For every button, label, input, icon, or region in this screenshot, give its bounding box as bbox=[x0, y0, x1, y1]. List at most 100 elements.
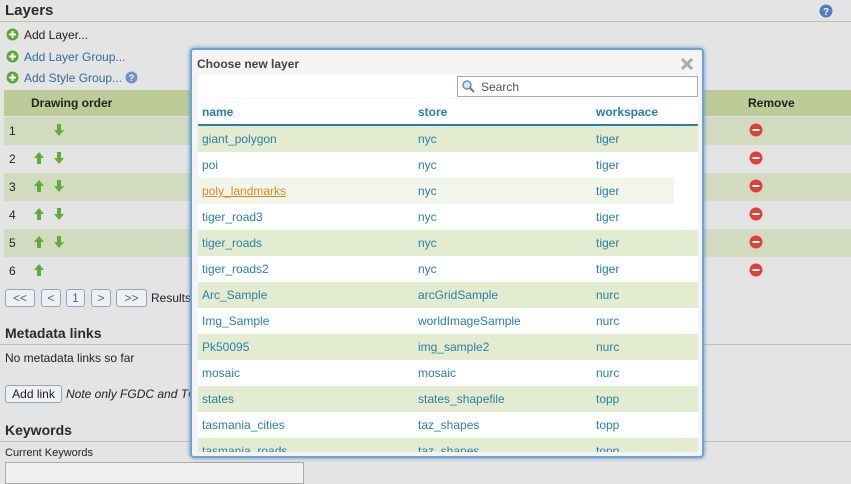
move-up bbox=[33, 179, 45, 196]
dialog-row[interactable]: Pk50095 img_sample2 nurc bbox=[198, 334, 698, 360]
pager-button[interactable]: >> bbox=[116, 289, 147, 307]
action-link[interactable]: Add Layer Group... bbox=[24, 50, 126, 64]
order-number: 3 bbox=[9, 180, 16, 194]
order-number: 2 bbox=[9, 152, 16, 166]
dialog-row[interactable]: poly_landmarks nyc tiger bbox=[198, 178, 698, 204]
rule bbox=[0, 21, 851, 22]
dialog-row[interactable]: states states_shapefile topp bbox=[198, 386, 698, 412]
dialog-cell[interactable]: Arc_Sample bbox=[202, 288, 268, 302]
dialog-cell[interactable]: states bbox=[202, 392, 235, 406]
dialog-cell[interactable]: giant_polygon bbox=[202, 132, 277, 146]
dialog-cell[interactable]: poi bbox=[202, 158, 219, 172]
remove-icon bbox=[749, 151, 763, 168]
action-link[interactable]: Add Layer... bbox=[24, 28, 89, 42]
dialog-row[interactable]: tasmania_roads taz_shapes topp bbox=[198, 438, 698, 452]
pager-button[interactable]: < bbox=[41, 289, 61, 307]
move-down bbox=[53, 207, 65, 224]
svg-text:?: ? bbox=[129, 73, 135, 83]
dialog-cell: topp bbox=[596, 444, 620, 452]
dialog-cell: nyc bbox=[418, 184, 437, 198]
dialog-cell: topp bbox=[596, 392, 620, 406]
results-text: Results bbox=[151, 291, 192, 305]
dialog-cell: nyc bbox=[418, 236, 437, 250]
section-title: Keywords bbox=[5, 422, 72, 438]
dialog-cell: nyc bbox=[418, 210, 437, 224]
dialog-cell: worldImageSample bbox=[418, 314, 521, 328]
dialog-row[interactable]: Img_Sample worldImageSample nurc bbox=[198, 308, 698, 334]
dialog-row[interactable]: tiger_roads nyc tiger bbox=[198, 230, 698, 256]
dialog: Choose new layer Search name store workspa… bbox=[190, 48, 704, 458]
pager-button[interactable]: > bbox=[91, 289, 111, 307]
dialog-cell: nurc bbox=[596, 314, 620, 328]
dialog-cell: taz_shapes bbox=[418, 418, 480, 432]
dialog-cell: nyc bbox=[418, 262, 437, 276]
dialog-cell: tiger bbox=[596, 210, 620, 224]
dialog-row[interactable]: tiger_roads2 nyc tiger bbox=[198, 256, 698, 282]
dialog-column-header: store bbox=[418, 105, 448, 119]
move-down bbox=[53, 151, 65, 168]
remove-icon bbox=[749, 235, 763, 252]
move-down bbox=[53, 123, 65, 140]
dialog-table-header bbox=[198, 99, 698, 126]
pager-button[interactable]: 1 bbox=[66, 289, 85, 307]
dialog-table-body: giant_polygon nyc tiger poi nyc tiger poly_lan… bbox=[198, 126, 698, 452]
dialog-cell: mosaic bbox=[418, 366, 457, 380]
dialog-cell: tiger bbox=[596, 158, 620, 172]
dialog-row[interactable]: mosaic mosaic nurc bbox=[198, 360, 698, 386]
move-up bbox=[33, 207, 45, 224]
dialog-cell[interactable]: tiger_roads bbox=[202, 236, 263, 250]
row-gap bbox=[674, 178, 698, 204]
action-link[interactable]: Add Style Group... bbox=[24, 71, 123, 85]
close-button[interactable] bbox=[680, 57, 694, 71]
pager-button[interactable]: << bbox=[5, 289, 35, 307]
dialog-title: Choose new layer bbox=[197, 57, 300, 71]
dialog-row[interactable]: tiger_road3 nyc tiger bbox=[198, 204, 698, 230]
dialog-cell[interactable]: Img_Sample bbox=[202, 314, 270, 328]
dialog-row[interactable]: tasmania_cities taz_shapes topp bbox=[198, 412, 698, 438]
move-down bbox=[53, 235, 65, 252]
remove-icon bbox=[749, 207, 763, 224]
dialog-column-header: name bbox=[202, 105, 234, 119]
empty-text: No metadata links so far bbox=[5, 351, 135, 365]
order-number: 4 bbox=[9, 208, 16, 222]
keywords-input[interactable] bbox=[5, 462, 304, 484]
dialog-row[interactable]: Arc_Sample arcGridSample nurc bbox=[198, 282, 698, 308]
dialog-cell[interactable]: mosaic bbox=[202, 366, 241, 380]
dialog-cell: img_sample2 bbox=[418, 340, 490, 354]
remove-icon bbox=[749, 179, 763, 196]
add-link-button[interactable]: Add link bbox=[5, 385, 62, 403]
column-header: Drawing order bbox=[31, 96, 113, 110]
move-up bbox=[33, 235, 45, 252]
move-up bbox=[33, 263, 45, 280]
help-icon[interactable]: ? bbox=[819, 4, 833, 18]
dialog-cell[interactable]: tasmania_roads bbox=[202, 444, 288, 452]
dialog-cell[interactable]: tiger_road3 bbox=[202, 210, 263, 224]
order-number: 6 bbox=[9, 264, 16, 278]
dialog-cell: taz_shapes bbox=[418, 444, 480, 452]
dialog-row[interactable]: poi nyc tiger bbox=[198, 152, 698, 178]
dialog-row[interactable]: giant_polygon nyc tiger bbox=[198, 126, 698, 152]
dialog-cell: tiger bbox=[596, 132, 620, 146]
dialog-cell: nyc bbox=[418, 132, 437, 146]
add-icon bbox=[6, 28, 19, 44]
dialog-cell: tiger bbox=[596, 236, 620, 250]
order-number: 1 bbox=[9, 124, 16, 138]
dialog-cell: arcGridSample bbox=[418, 288, 499, 302]
dialog-cell: tiger bbox=[596, 184, 620, 198]
dialog-cell[interactable]: Pk50095 bbox=[202, 340, 250, 354]
dialog-cell: nyc bbox=[418, 158, 437, 172]
dialog-cell[interactable]: tiger_roads2 bbox=[202, 262, 269, 276]
move-down bbox=[53, 179, 65, 196]
dialog-cell: nurc bbox=[596, 340, 620, 354]
section-title: Metadata links bbox=[5, 325, 102, 341]
move-up bbox=[33, 151, 45, 168]
column-header: Remove bbox=[748, 96, 795, 110]
dialog-cell[interactable]: tasmania_cities bbox=[202, 418, 285, 432]
svg-text:?: ? bbox=[823, 7, 829, 18]
dialog-cell[interactable]: poly_landmarks bbox=[202, 184, 287, 198]
search-input[interactable]: Search bbox=[457, 76, 698, 97]
dialog-cell: states_shapefile bbox=[418, 392, 505, 406]
search-placeholder: Search bbox=[481, 80, 520, 94]
add-icon bbox=[6, 71, 19, 87]
